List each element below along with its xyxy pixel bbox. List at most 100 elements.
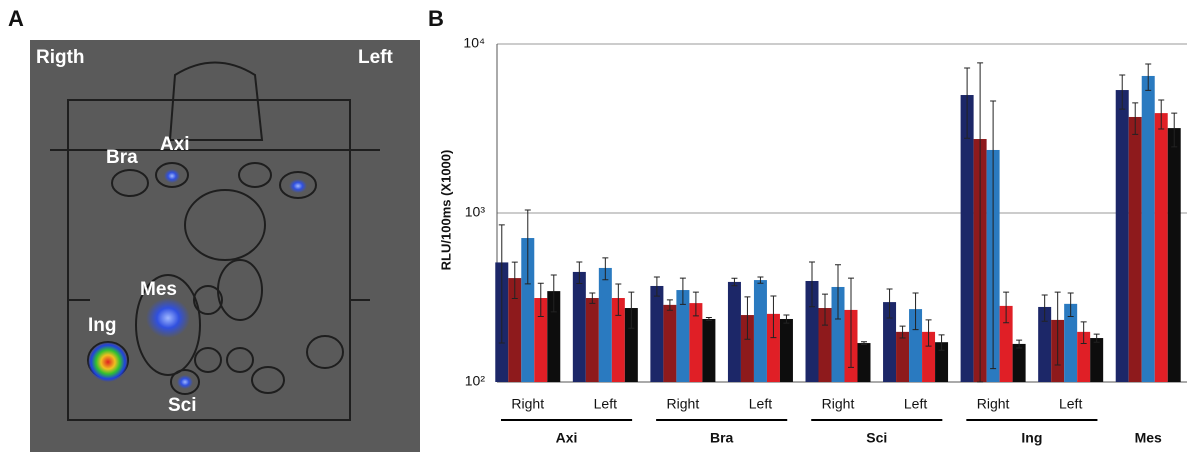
error-bar (1080, 321, 1087, 344)
error-bar (1054, 291, 1061, 366)
error-bar (576, 261, 583, 284)
error-bar (848, 277, 854, 368)
bar (702, 318, 716, 382)
error-bar (731, 277, 738, 287)
bar (676, 290, 690, 382)
x-tick-label: Left (594, 396, 617, 412)
bar (1141, 75, 1155, 382)
error-bar (628, 291, 635, 329)
group-label: Sci (866, 430, 887, 446)
mouse-image (30, 40, 420, 452)
x-tick-label: Left (1059, 396, 1082, 412)
image-label: Ing (88, 315, 117, 336)
bar (663, 304, 677, 382)
image-label: Left (358, 47, 394, 68)
y-tick-label: 10³ (465, 204, 486, 220)
x-tick-label: Left (904, 396, 927, 412)
bar (935, 342, 949, 382)
bar (508, 278, 522, 382)
error-bar (938, 334, 945, 351)
bar (740, 315, 754, 382)
bar (1012, 343, 1026, 382)
bar (1090, 338, 1104, 382)
error-bar (1003, 291, 1010, 324)
error-bar (990, 100, 997, 370)
error-bar (861, 341, 867, 345)
error-bar (692, 291, 699, 317)
bar (779, 318, 793, 382)
group-label: Axi (556, 430, 578, 446)
error-bar (744, 296, 751, 340)
error-bar (1119, 74, 1126, 110)
bar (766, 313, 780, 382)
error-bar (809, 261, 815, 308)
bar (857, 343, 871, 382)
bar (1115, 90, 1129, 382)
error-bar (912, 292, 919, 331)
error-bar (925, 319, 932, 347)
bar (909, 309, 923, 382)
x-tick-label: Left (749, 396, 772, 412)
bar (1128, 116, 1142, 382)
bar (896, 331, 910, 382)
image-label: Bra (106, 147, 138, 168)
bar (818, 308, 832, 382)
y-axis-label: RLU/100ms (X1000) (438, 150, 453, 271)
bar (650, 285, 664, 382)
error-bar (1158, 99, 1165, 130)
image-label: Rigth (36, 47, 85, 68)
error-bar (615, 283, 622, 316)
bar (753, 280, 767, 382)
y-tick-label: 10⁴ (463, 35, 485, 51)
error-bar (666, 299, 673, 311)
error-bar (1093, 333, 1100, 343)
bar (585, 298, 599, 382)
bar (960, 95, 974, 383)
x-tick-label: Right (511, 396, 544, 412)
error-bar (537, 282, 544, 318)
y-tick-label: 10² (465, 373, 486, 389)
bar (598, 267, 612, 382)
error-bar (835, 264, 841, 320)
error-bar (757, 276, 764, 284)
bar (1077, 331, 1091, 382)
bar (521, 238, 535, 382)
error-bar (1171, 112, 1178, 148)
error-bar (589, 292, 596, 304)
group-label: Mes (1135, 430, 1162, 446)
error-bar (886, 288, 893, 319)
bar (624, 308, 638, 382)
bar (1167, 128, 1181, 382)
error-bar (550, 274, 557, 313)
bar (883, 302, 897, 382)
error-bar (1067, 292, 1074, 318)
error-bar (602, 257, 609, 281)
bar (999, 305, 1013, 382)
error-bar (964, 67, 971, 139)
panel-label: B (428, 6, 444, 31)
x-tick-label: Right (977, 396, 1010, 412)
error-bar (511, 261, 518, 299)
group-label: Bra (710, 430, 734, 446)
bar (1154, 113, 1168, 383)
bar (534, 298, 548, 382)
image-label: Mes (140, 279, 177, 300)
bar (831, 286, 845, 382)
group-label: Ing (1021, 430, 1042, 446)
bar (727, 281, 741, 382)
error-bar (783, 314, 790, 324)
error-bar (1132, 102, 1139, 135)
image-label: Axi (160, 134, 190, 155)
bar (547, 291, 561, 382)
error-bar (1041, 294, 1048, 322)
error-bar (524, 209, 531, 285)
bar (689, 303, 703, 382)
error-bar (679, 277, 686, 305)
image-label: Sci (168, 395, 197, 416)
error-bar (1016, 339, 1023, 349)
x-tick-label: Right (822, 396, 855, 412)
bar (922, 331, 936, 382)
error-bar (899, 325, 906, 339)
